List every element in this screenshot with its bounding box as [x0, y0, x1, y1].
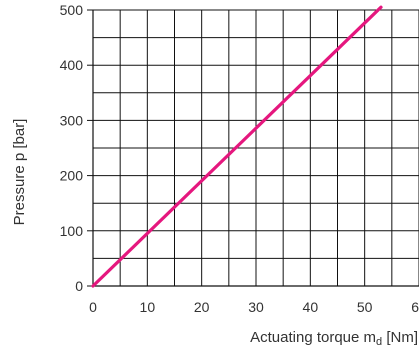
- y-tick-label: 500: [60, 2, 84, 18]
- x-tick-label: 50: [357, 299, 373, 315]
- x-axis-title: Actuating torque md [Nm]: [250, 329, 418, 346]
- x-tick-label: 20: [194, 299, 210, 315]
- y-tick-label: 200: [60, 168, 84, 184]
- x-axis-title-main: Actuating torque m: [250, 329, 376, 346]
- x-tick-label: 10: [140, 299, 156, 315]
- x-axis-title-subscript: d: [376, 336, 382, 346]
- x-tick-labels: 0 10 20 30 40 50 60: [89, 299, 419, 315]
- y-tick-labels: 0 100 200 300 400 500: [60, 2, 84, 294]
- y-tick-label: 0: [75, 278, 83, 294]
- x-tick-label: 30: [248, 299, 264, 315]
- y-tick-label: 400: [60, 57, 84, 73]
- y-axis-title: Pressure p [bar]: [11, 119, 28, 226]
- series-line: [91, 5, 383, 288]
- grid: [93, 9, 419, 286]
- y-tick-label: 300: [60, 112, 84, 128]
- series-layer: [91, 5, 383, 288]
- x-axis-title-unit: [Nm]: [382, 329, 418, 346]
- axes: [87, 9, 419, 287]
- x-tick-label: 40: [303, 299, 319, 315]
- y-tick-label: 100: [60, 223, 84, 239]
- x-tick-label: 0: [89, 299, 97, 315]
- x-tick-label: 60: [411, 299, 419, 315]
